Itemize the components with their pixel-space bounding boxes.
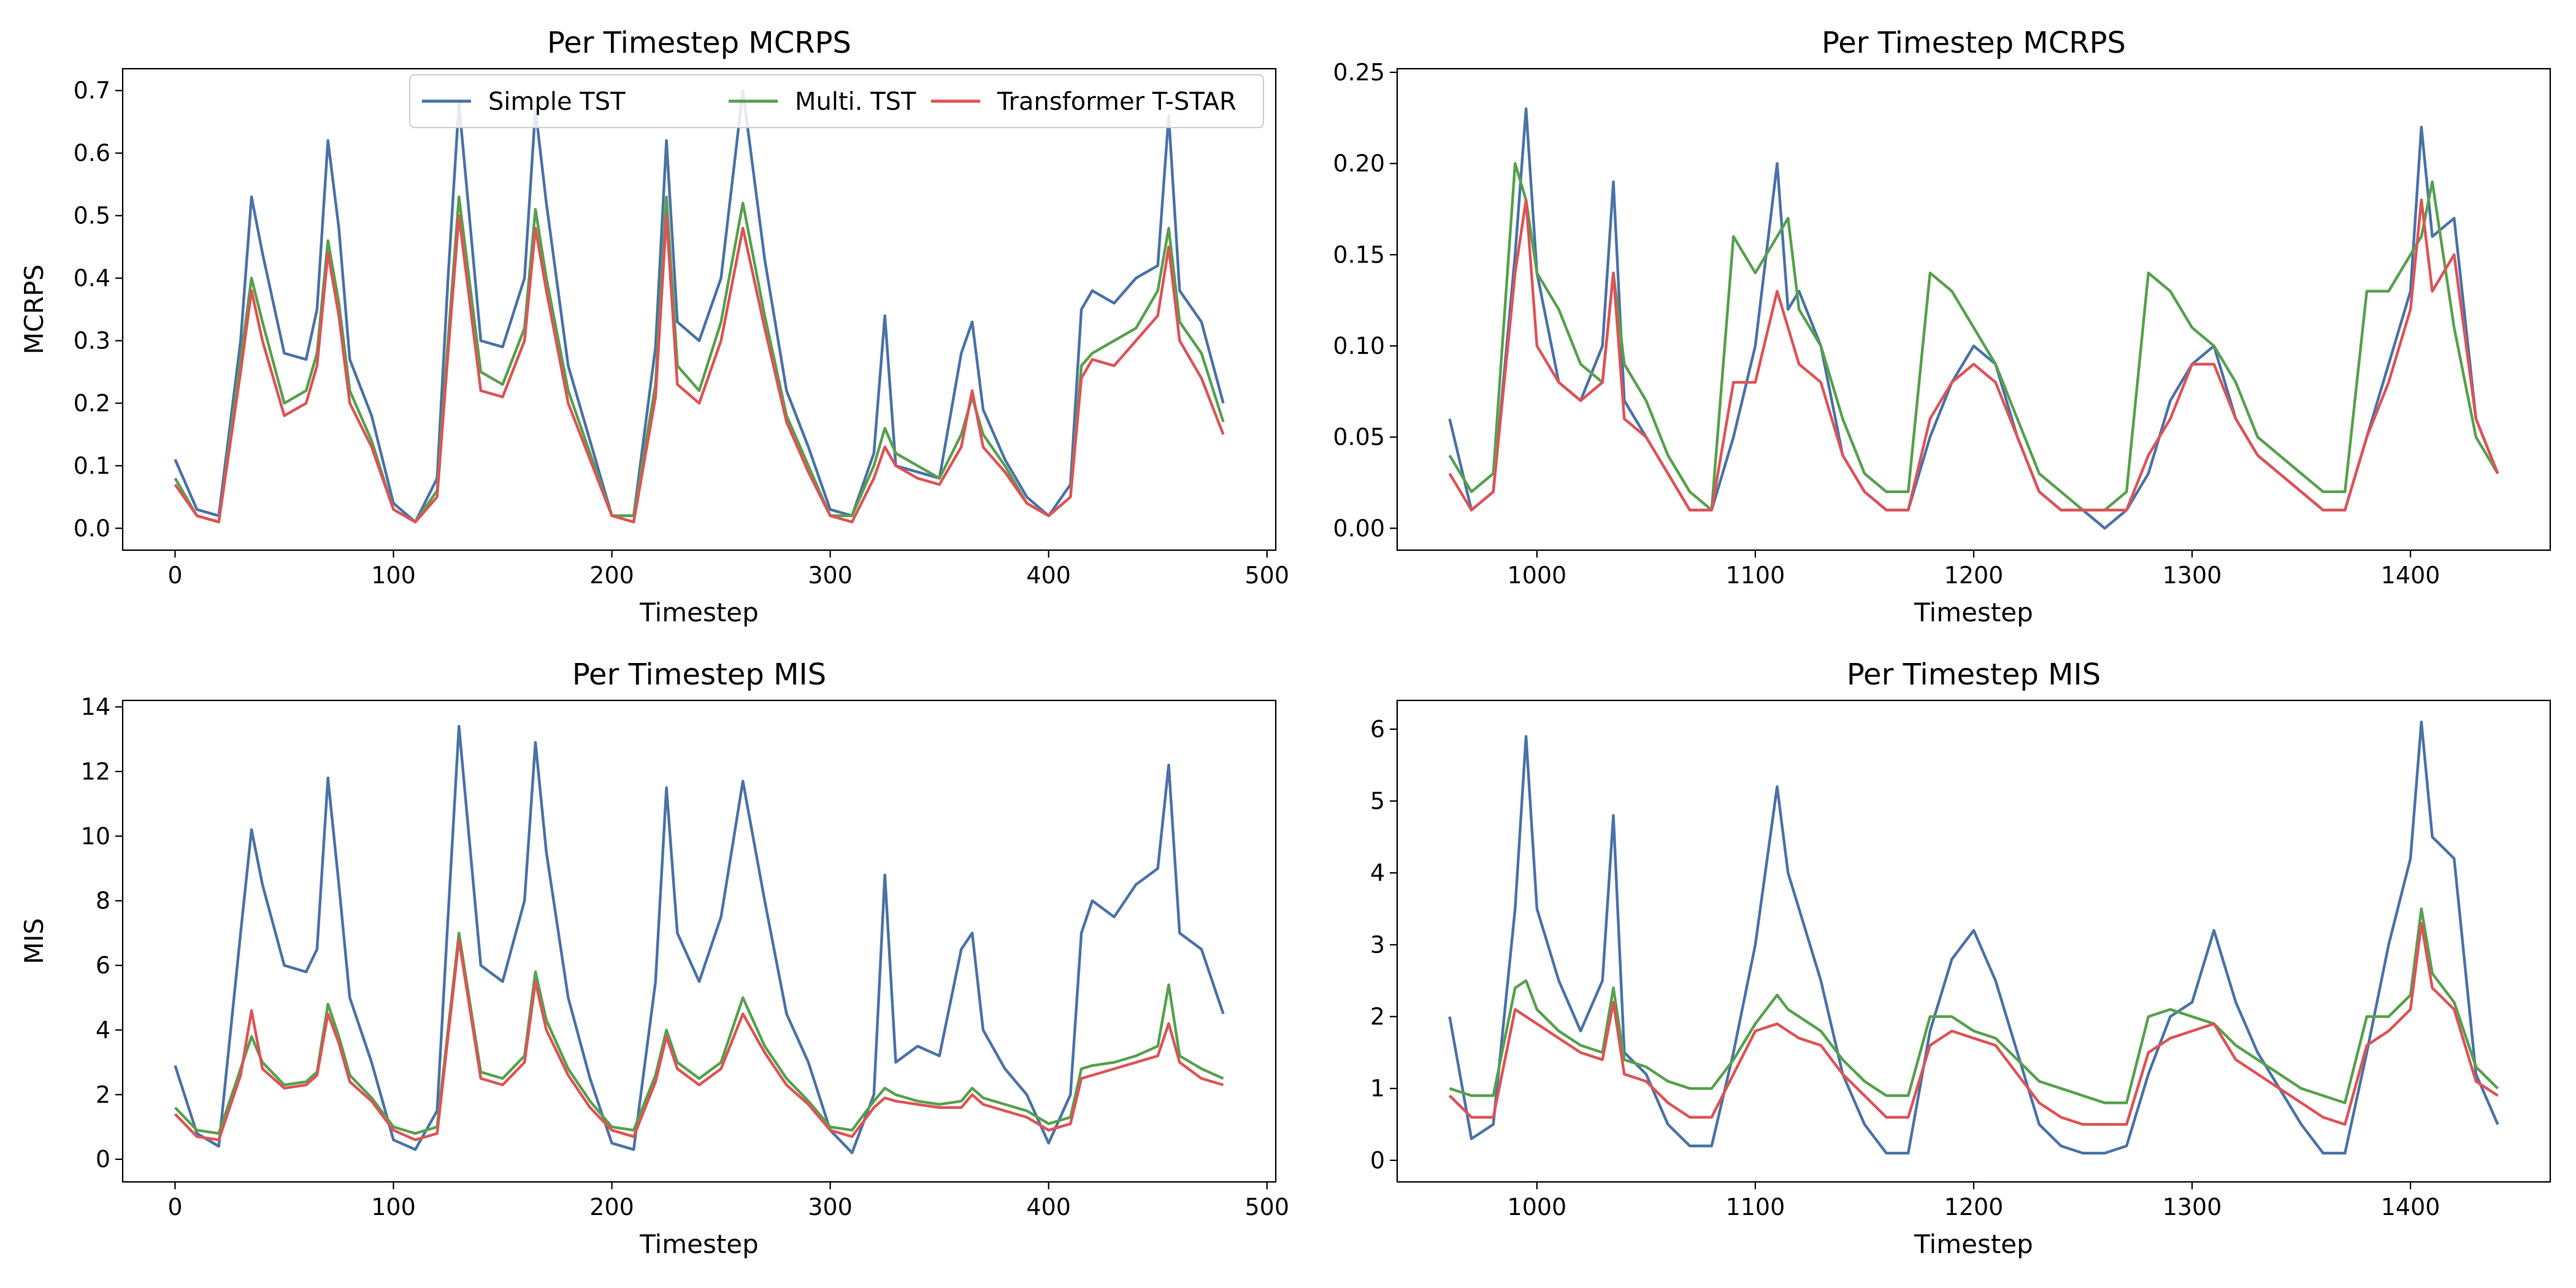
series-line-simple: [174, 89, 1225, 524]
y-tick-label: 0.0: [74, 515, 110, 542]
y-tick-label: 8: [96, 887, 110, 914]
y-tick-label: 0.4: [74, 265, 110, 292]
y-tick-label: 4: [1370, 859, 1385, 886]
y-axis-label: MCRPS: [19, 264, 49, 355]
x-tick-label: 1300: [2163, 562, 2222, 589]
y-tick-label: 0.10: [1333, 332, 1385, 359]
y-tick-label: 0.00: [1333, 515, 1385, 542]
x-tick-label: 200: [589, 562, 634, 589]
x-tick-label: 300: [808, 1194, 853, 1221]
x-tick-label: 500: [1244, 562, 1289, 589]
y-tick-label: 3: [1370, 931, 1385, 958]
legend-label-multi: Multi. TST: [795, 88, 916, 116]
series-line-simple: [174, 724, 1225, 1154]
x-tick-label: 1400: [2381, 1194, 2440, 1221]
chart-title: Per Timestep MIS: [1847, 657, 2101, 692]
y-tick-label: 0.6: [74, 140, 110, 167]
y-tick-label: 4: [96, 1016, 110, 1043]
x-tick-label: 400: [1026, 1194, 1071, 1221]
x-tick-label: 1000: [1508, 1194, 1567, 1221]
x-tick-label: 1300: [2163, 1194, 2222, 1221]
legend-box: [409, 74, 1264, 128]
series-line-tstar: [1448, 921, 2499, 1126]
y-tick-label: 0.20: [1333, 150, 1385, 177]
x-tick-label: 1100: [1726, 562, 1785, 589]
chart-title: Per Timestep MIS: [572, 657, 826, 692]
y-tick-label: 0.3: [74, 327, 110, 354]
chart-panel-4: Per Timestep MIS 1000 1100 1200 1300 1400 0 1 2 3…: [1370, 657, 2551, 1259]
x-tick-label: 1200: [1944, 1194, 2004, 1221]
series-line-tstar: [174, 938, 1224, 1141]
y-tick-label: 0: [1370, 1147, 1385, 1174]
y-tick-label: 12: [81, 758, 110, 785]
legend-label-simple: Simple TST: [488, 88, 626, 116]
legend: Simple TST Multi. TST Transformer T-STAR: [409, 74, 1264, 128]
x-tick-label: 1400: [2381, 562, 2440, 589]
series-line-simple: [1448, 107, 2499, 530]
y-tick-label: 6: [1370, 716, 1385, 743]
plot-frame: [1396, 699, 2551, 1183]
y-tick-label: 0.15: [1333, 241, 1385, 268]
x-tick-label: 300: [808, 562, 853, 589]
y-tick-label: 0.5: [74, 202, 110, 229]
x-tick-label: 1200: [1944, 562, 2004, 589]
plot-frame: [121, 699, 1277, 1183]
series-line-tstar: [174, 214, 1225, 524]
x-tick-label: 100: [371, 562, 416, 589]
plot-frame: [1396, 67, 2551, 551]
x-axis-label: Timestep: [639, 597, 759, 627]
series-line-multi: [174, 932, 1224, 1135]
plot-frame: [121, 67, 1277, 551]
y-axis-label: MIS: [19, 918, 49, 964]
series-line-multi: [1449, 907, 2499, 1105]
x-axis-label: Timestep: [639, 1229, 759, 1259]
y-tick-label: 0.05: [1333, 424, 1385, 451]
y-tick-label: 6: [96, 952, 110, 979]
chart-panel-2: Per Timestep MCRPS 1000 1100 1200 1300 1400 0.…: [1333, 26, 2551, 627]
x-tick-label: 1000: [1508, 562, 1567, 589]
series-line-simple: [1448, 720, 2499, 1155]
chart-panel-1: Per Timestep MCRPS 0 100 200 300 400 500 0.0 0.1…: [19, 26, 1289, 627]
y-tick-label: 5: [1370, 788, 1385, 815]
y-tick-label: 0.2: [74, 389, 110, 416]
chart-panel-3: Per Timestep MIS 0 100 200 300 400 500 0 2 4 6 8 10 1…: [19, 657, 1289, 1259]
chart-title: Per Timestep MCRPS: [547, 26, 851, 60]
y-tick-label: 2: [96, 1081, 110, 1108]
y-tick-label: 0: [96, 1146, 110, 1173]
y-tick-label: 1: [1370, 1075, 1385, 1102]
x-tick-label: 1100: [1726, 1194, 1785, 1221]
x-axis-label: Timestep: [1914, 1229, 2033, 1259]
x-tick-label: 200: [589, 1194, 634, 1221]
x-tick-label: 100: [371, 1194, 416, 1221]
x-tick-label: 0: [167, 1194, 182, 1221]
x-tick-label: 400: [1026, 562, 1071, 589]
chart-title: Per Timestep MCRPS: [1822, 26, 2126, 60]
series-line-tstar: [1448, 198, 2499, 512]
y-tick-label: 0.1: [74, 452, 110, 479]
series-line-multi: [174, 195, 1225, 524]
y-tick-label: 10: [81, 822, 110, 849]
x-tick-label: 0: [167, 562, 182, 589]
y-tick-label: 0.25: [1333, 59, 1385, 86]
y-tick-label: 14: [81, 694, 110, 721]
x-tick-label: 500: [1244, 1194, 1289, 1221]
y-tick-label: 2: [1370, 1003, 1385, 1030]
legend-label-tstar: Transformer T-STAR: [997, 88, 1236, 116]
x-axis-label: Timestep: [1914, 597, 2033, 627]
y-tick-label: 0.7: [74, 77, 110, 104]
